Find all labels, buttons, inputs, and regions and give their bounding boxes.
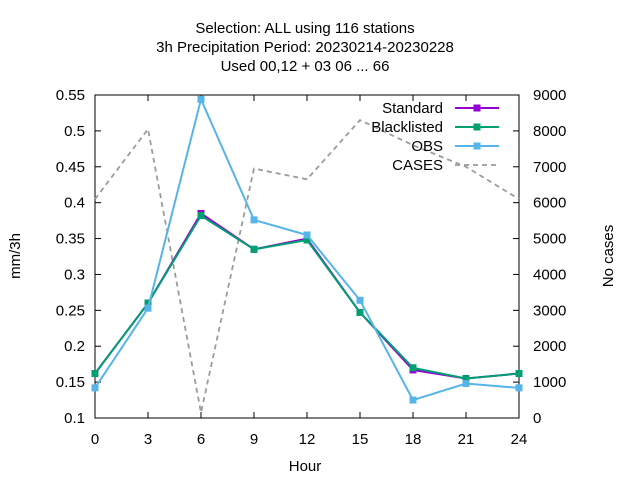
legend-marker-standard — [473, 104, 481, 112]
data-point-obs — [144, 304, 152, 312]
data-point-obs — [356, 296, 364, 304]
data-point-blacklisted — [250, 245, 258, 253]
x-tick-label: 6 — [197, 431, 205, 448]
y2-tick-label: 4000 — [533, 266, 566, 283]
y2-tick-label: 8000 — [533, 123, 566, 140]
title-line-3: Used 00,12 + 03 06 ... 66 — [221, 58, 390, 75]
data-point-blacklisted — [356, 308, 364, 316]
chart-title: Selection: ALL using 116 stations 3h Pre… — [156, 20, 454, 75]
title-line-1: Selection: ALL using 116 stations — [195, 20, 414, 37]
data-point-blacklisted — [409, 364, 417, 372]
legend-label-standard: Standard — [382, 100, 443, 117]
y-axis: 0.1 0.15 0.2 0.25 0.3 0.35 0.4 0.45 0.5 0.55 — [56, 87, 101, 427]
data-point-blacklisted — [197, 212, 205, 220]
y2-tick-label: 5000 — [533, 231, 566, 248]
legend-label-blacklisted: Blacklisted — [371, 119, 443, 136]
legend-marker-obs — [473, 142, 481, 150]
x-axis: 0 3 6 9 12 15 18 21 24 — [91, 95, 528, 448]
y-tick-label: 0.15 — [56, 374, 85, 391]
x-tick-label: 15 — [352, 431, 369, 448]
x-tick-label: 3 — [144, 431, 152, 448]
data-point-obs — [409, 396, 417, 404]
x-tick-label: 24 — [511, 431, 528, 448]
data-point-blacklisted — [91, 369, 99, 377]
data-point-blacklisted — [462, 375, 470, 383]
y2-tick-label: 7000 — [533, 159, 566, 176]
y2-tick-label: 9000 — [533, 87, 566, 104]
y-tick-label: 0.4 — [64, 195, 85, 212]
y2-tick-label: 3000 — [533, 302, 566, 319]
y-tick-label: 0.25 — [56, 302, 85, 319]
y2-tick-label: 2000 — [533, 338, 566, 355]
y2-tick-label: 0 — [533, 410, 541, 427]
y2-axis: 0 1000 2000 3000 4000 5000 6000 7000 8000 9000 — [513, 87, 566, 427]
x-tick-label: 18 — [405, 431, 422, 448]
data-point-obs — [303, 231, 311, 239]
y2-tick-label: 1000 — [533, 374, 566, 391]
legend: Standard Blacklisted OBS CASES — [371, 100, 499, 174]
legend-label-cases: CASES — [392, 157, 443, 174]
data-point-blacklisted — [303, 236, 311, 244]
legend-marker-blacklisted — [473, 123, 481, 131]
legend-label-obs: OBS — [411, 138, 443, 155]
y2-tick-label: 6000 — [533, 195, 566, 212]
x-tick-label: 12 — [299, 431, 316, 448]
x-tick-label: 21 — [458, 431, 475, 448]
x-tick-label: 9 — [250, 431, 258, 448]
y-tick-label: 0.2 — [64, 338, 85, 355]
y-tick-label: 0.45 — [56, 159, 85, 176]
x-tick-label: 0 — [91, 431, 99, 448]
series-layer — [91, 95, 523, 413]
data-point-obs — [250, 216, 258, 224]
data-point-blacklisted — [144, 299, 152, 307]
data-point-obs — [462, 380, 470, 388]
data-point-obs — [515, 384, 523, 392]
data-point-obs — [91, 384, 99, 392]
y2-axis-label: No cases — [600, 225, 617, 288]
series-line-obs — [94, 96, 520, 402]
x-axis-label: Hour — [289, 458, 322, 475]
data-point-obs — [197, 95, 205, 103]
plot-frame — [94, 94, 520, 419]
y-tick-label: 0.35 — [56, 231, 85, 248]
y-tick-label: 0.1 — [64, 410, 85, 427]
data-point-blacklisted — [515, 369, 523, 377]
y-tick-label: 0.3 — [64, 266, 85, 283]
series-line-cases — [94, 118, 520, 413]
y-axis-label: mm/3h — [7, 233, 24, 279]
y-tick-label: 0.55 — [56, 87, 85, 104]
title-line-2: 3h Precipitation Period: 20230214-202302… — [156, 39, 454, 56]
y-tick-label: 0.5 — [64, 123, 85, 140]
